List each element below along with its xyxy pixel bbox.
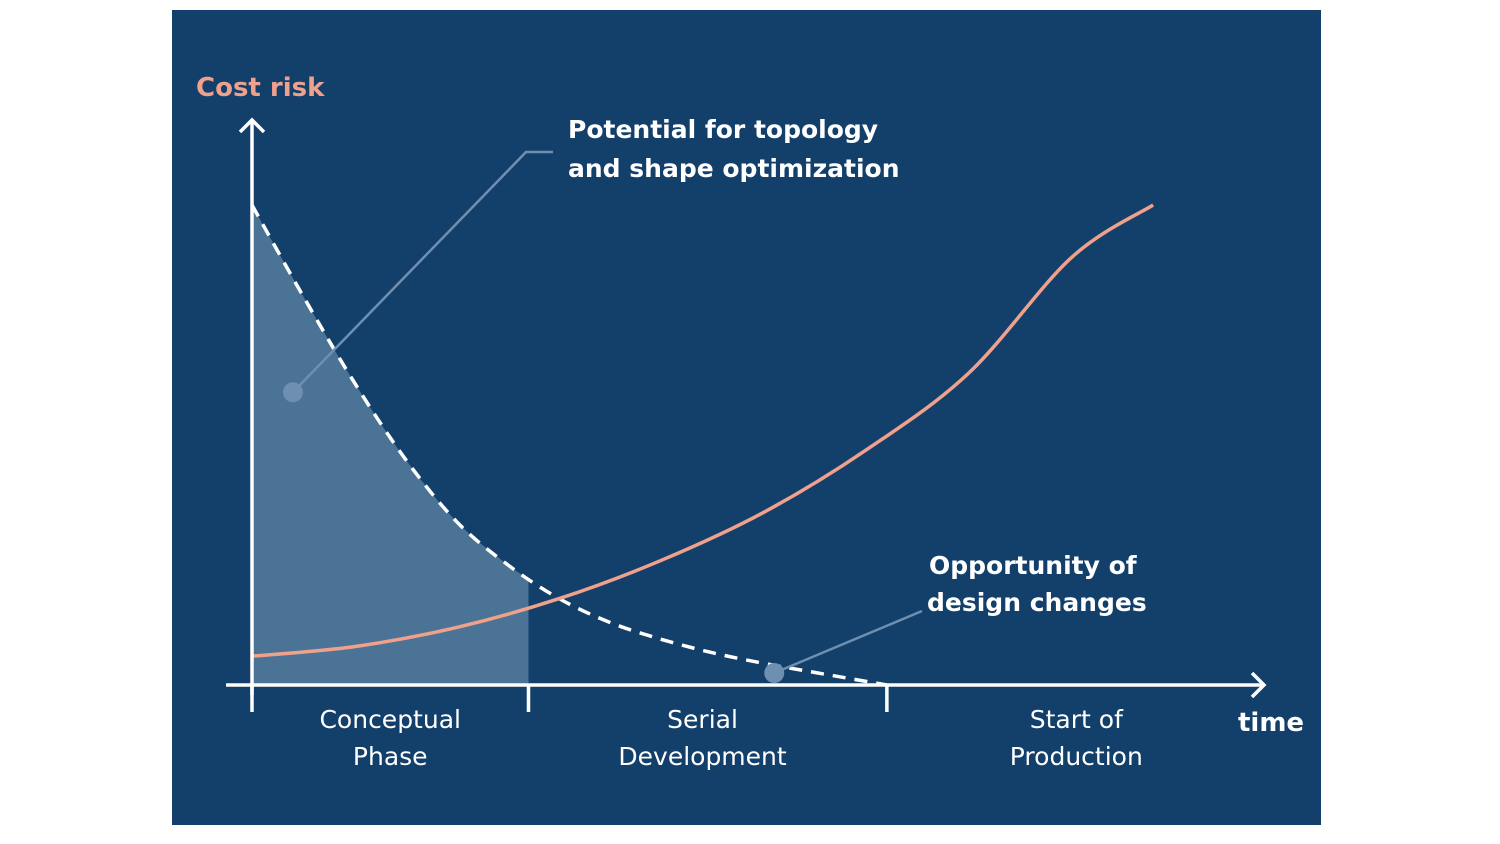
x-axis-label: time <box>1238 708 1304 738</box>
cost-risk-curve-line <box>251 203 1155 658</box>
phase-label-0-line2: Phase <box>353 742 428 771</box>
phase-label-0-line1: Conceptual <box>319 705 461 734</box>
annotation-potential-line2: and shape optimization <box>568 154 900 183</box>
annotation-opportunity-line2: design changes <box>927 588 1147 617</box>
annotation-opportunity-line1: Opportunity of <box>929 551 1138 580</box>
phase-label-2-line1: Start of <box>1030 705 1124 734</box>
y-axis-label: Cost risk <box>196 73 325 103</box>
annotation-potential-line1: Potential for topology <box>568 115 878 144</box>
opportunity-dot <box>764 663 785 683</box>
x-axis-arrow-icon <box>1250 671 1267 699</box>
phase-label-1-line1: Serial <box>667 705 738 734</box>
y-axis-arrow-icon <box>238 117 266 134</box>
shaded-optimization-area <box>252 205 529 685</box>
axes <box>226 117 1267 699</box>
opportunity-curve-line <box>250 204 888 687</box>
phase-label-2-line2: Production <box>1010 742 1143 771</box>
phase-labels: Conceptual Phase Serial Development Start of… <box>319 705 1142 771</box>
callouts <box>282 150 923 683</box>
potential-leader-line <box>292 150 553 394</box>
opportunity-leader-line <box>773 609 923 675</box>
phase-boundary-ticks <box>250 685 889 712</box>
potential-dot <box>282 382 303 403</box>
phase-label-1-line2: Development <box>618 742 786 771</box>
